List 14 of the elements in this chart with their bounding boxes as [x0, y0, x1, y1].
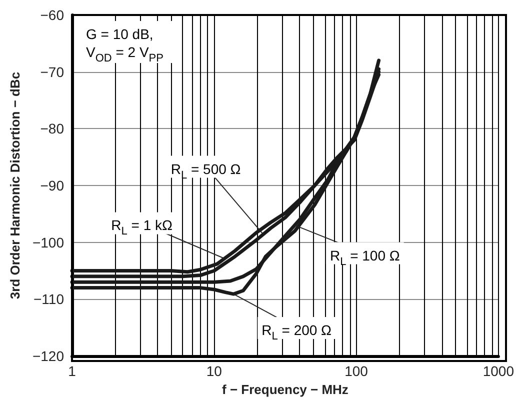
x-tick-label: 10: [206, 363, 222, 379]
y-tick-label: −100: [32, 234, 64, 250]
x-tick-label: 100: [344, 363, 368, 379]
y-tick-label: −80: [40, 120, 64, 137]
y-tick-label: −60: [40, 7, 64, 23]
x-tick-label: 1: [68, 363, 76, 379]
annotation: G = 10 dB,: [86, 26, 154, 42]
y-tick-label: −110: [34, 291, 64, 308]
y-tick-label: −70: [40, 64, 64, 80]
x-tick-label: 1000: [482, 363, 514, 379]
y-tick-label: −120: [32, 348, 64, 364]
x-axis-title: f − Frequency − MHz: [222, 382, 349, 397]
y-axis-title: 3rd Order Harmonic Distortion − dBc: [8, 72, 23, 300]
y-tick-label: −90: [40, 178, 64, 194]
